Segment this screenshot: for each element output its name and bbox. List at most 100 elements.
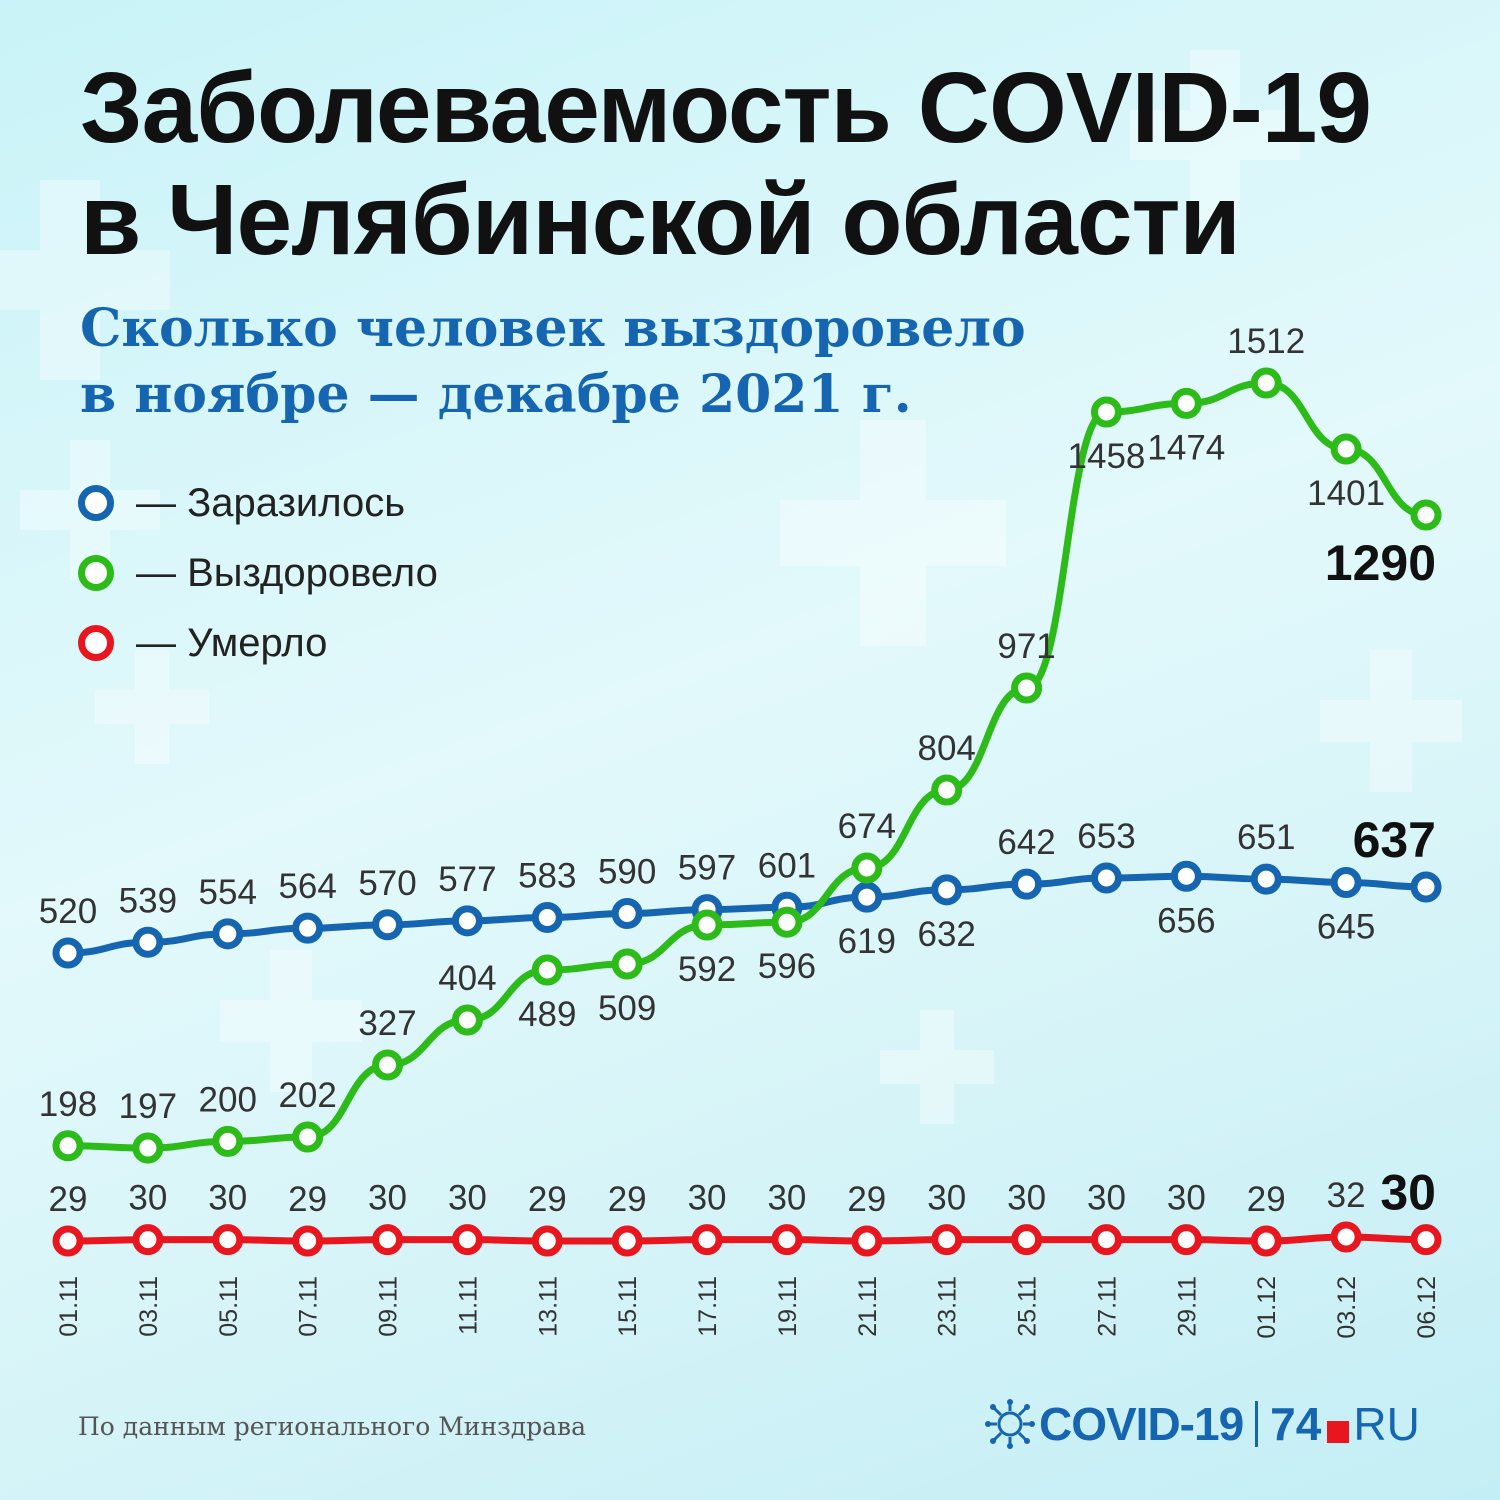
point-recovered-12	[1011, 672, 1043, 704]
point-recovered-9	[771, 906, 803, 938]
data-label-recovered-15: 1512	[1227, 322, 1305, 361]
point-recovered-5	[451, 1004, 483, 1036]
point-infected-6	[531, 901, 563, 933]
data-label-infected-12: 642	[997, 823, 1055, 862]
data-label-died-3: 29	[288, 1180, 327, 1219]
data-label-recovered-10: 674	[838, 807, 896, 846]
brand-logo: COVID-19 74 RU	[985, 1394, 1420, 1454]
point-died-3	[292, 1225, 324, 1257]
legend-item-infected: — Заразилось	[78, 468, 438, 538]
x-tick-label-5: 11.11	[454, 1276, 482, 1335]
data-label-died-10: 29	[847, 1180, 886, 1219]
legend-marker-recovered	[78, 555, 114, 591]
point-died-5	[451, 1224, 483, 1256]
data-label-infected-13: 653	[1077, 817, 1135, 856]
point-infected-11	[931, 874, 963, 906]
data-label-died-17: 30	[1380, 1165, 1436, 1221]
x-tick-label-11: 23.11	[934, 1276, 962, 1337]
data-label-infected-9: 601	[758, 846, 816, 885]
title-line-2: в Челябинской области	[80, 164, 1241, 276]
point-recovered-16	[1330, 433, 1362, 465]
point-recovered-0	[52, 1130, 84, 1162]
point-recovered-3	[292, 1121, 324, 1153]
data-label-infected-4: 570	[358, 864, 416, 903]
data-label-died-12: 30	[1007, 1179, 1046, 1218]
data-label-died-5: 30	[448, 1179, 487, 1218]
point-recovered-8	[691, 909, 723, 941]
chart-subtitle: Сколько человек выздоровело в ноябре — д…	[80, 296, 1026, 428]
legend-label-infected: — Заразилось	[136, 480, 406, 525]
data-label-recovered-9: 596	[758, 947, 816, 986]
data-label-died-14: 30	[1167, 1179, 1206, 1218]
point-died-16	[1330, 1221, 1362, 1253]
point-infected-7	[611, 898, 643, 930]
x-tick-label-7: 15.11	[614, 1276, 642, 1337]
point-infected-10	[851, 881, 883, 913]
point-infected-17	[1410, 871, 1442, 903]
subtitle-line-2: в ноябре — декабре 2021 г.	[80, 364, 912, 425]
point-infected-16	[1330, 866, 1362, 898]
data-label-died-8: 30	[688, 1179, 727, 1218]
data-label-infected-10: 619	[838, 922, 896, 961]
data-label-infected-14: 656	[1157, 901, 1215, 940]
subtitle-line-1: Сколько человек выздоровело	[80, 298, 1026, 359]
data-label-died-6: 29	[528, 1180, 567, 1219]
data-label-died-9: 30	[767, 1179, 806, 1218]
x-tick-label-17: 06.12	[1413, 1276, 1441, 1339]
x-tick-label-6: 13.11	[534, 1276, 562, 1337]
data-label-infected-2: 554	[199, 873, 257, 912]
point-recovered-7	[611, 948, 643, 980]
data-label-recovered-1: 197	[119, 1087, 177, 1126]
data-label-recovered-13: 1458	[1068, 437, 1146, 476]
legend-item-recovered: — Выздоровело	[78, 538, 438, 608]
point-recovered-14	[1170, 387, 1202, 419]
data-label-infected-17: 637	[1353, 812, 1436, 868]
legend-label-died: — Умерло	[136, 620, 328, 665]
point-died-1	[132, 1224, 164, 1256]
x-tick-label-9: 19.11	[774, 1276, 802, 1337]
x-tick-label-4: 09.11	[375, 1276, 403, 1337]
point-infected-0	[52, 937, 84, 969]
brand-divider	[1255, 1401, 1259, 1447]
x-tick-label-10: 21.11	[854, 1276, 882, 1337]
data-label-died-1: 30	[128, 1179, 167, 1218]
x-tick-label-1: 03.11	[135, 1276, 163, 1337]
point-infected-3	[292, 912, 324, 944]
data-label-died-7: 29	[608, 1180, 647, 1219]
point-died-6	[531, 1225, 563, 1257]
data-label-recovered-16: 1401	[1307, 474, 1385, 513]
data-label-infected-0: 520	[39, 892, 97, 931]
point-infected-13	[1090, 862, 1122, 894]
point-died-10	[851, 1225, 883, 1257]
point-infected-12	[1011, 868, 1043, 900]
point-died-9	[771, 1224, 803, 1256]
data-label-died-13: 30	[1087, 1179, 1126, 1218]
point-infected-1	[132, 926, 164, 958]
point-died-8	[691, 1224, 723, 1256]
data-label-recovered-0: 198	[39, 1085, 97, 1124]
virus-icon	[985, 1399, 1035, 1449]
legend-label-recovered: — Выздоровело	[136, 550, 438, 595]
point-died-4	[372, 1224, 404, 1256]
point-recovered-13	[1090, 396, 1122, 428]
data-label-recovered-7: 509	[598, 989, 656, 1028]
brand-74-text: 74	[1270, 1398, 1322, 1450]
legend-marker-infected	[78, 485, 114, 521]
point-died-7	[611, 1225, 643, 1257]
point-died-0	[52, 1225, 84, 1257]
point-died-15	[1250, 1225, 1282, 1257]
point-died-14	[1170, 1224, 1202, 1256]
data-label-recovered-3: 202	[278, 1076, 336, 1115]
data-label-infected-1: 539	[119, 881, 177, 920]
point-recovered-15	[1250, 367, 1282, 399]
data-label-recovered-4: 327	[358, 1004, 416, 1043]
legend-item-died: — Умерло	[78, 608, 438, 678]
title-line-1: Заболеваемость COVID-19	[80, 52, 1372, 164]
chart-legend: — Заразилось — Выздоровело — Умерло	[78, 468, 438, 678]
point-died-17	[1410, 1224, 1442, 1256]
data-label-recovered-6: 489	[518, 995, 576, 1034]
data-label-recovered-12: 971	[997, 627, 1055, 666]
x-tick-label-12: 25.11	[1014, 1276, 1042, 1337]
point-infected-4	[372, 909, 404, 941]
